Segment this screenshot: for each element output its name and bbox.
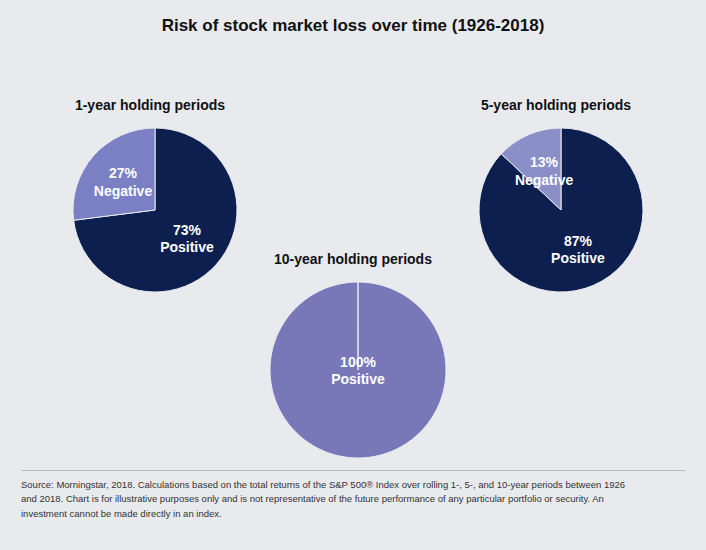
html-text:Source: Morningstar, 2018. Cal: Source: Morningstar, 2018. Calculations … bbox=[21, 479, 626, 519]
html-text:1-year holding periods: 1-year holding periods bbox=[74, 97, 226, 113]
svg-text:27%Negative: 27%Negative bbox=[94, 165, 153, 199]
svg-text:13%Negative: 13%Negative bbox=[515, 154, 574, 188]
svg-text:73%Positive: 73%Positive bbox=[160, 222, 214, 256]
svg-text:87%Positive: 87%Positive bbox=[551, 233, 605, 267]
html-text:10-year holding periods: 10-year holding periods bbox=[274, 251, 432, 267]
html-text:Risk of stock market loss over: Risk of stock market loss over time (192… bbox=[161, 16, 545, 35]
html-text:5-year holding periods: 5-year holding periods bbox=[480, 97, 632, 113]
svg-text:100%Positive: 100%Positive bbox=[331, 354, 385, 388]
